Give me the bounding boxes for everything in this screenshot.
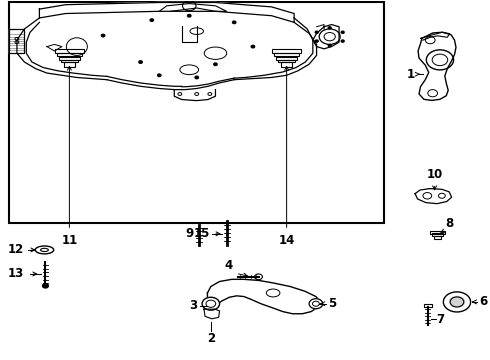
Polygon shape: [418, 32, 456, 100]
Bar: [276, 57, 297, 59]
Text: 10: 10: [426, 168, 443, 181]
Text: 9: 9: [186, 226, 194, 239]
Circle shape: [341, 31, 344, 33]
Bar: [57, 53, 82, 57]
Bar: [274, 53, 299, 57]
Bar: [278, 60, 295, 62]
Bar: [272, 49, 301, 53]
Polygon shape: [159, 4, 227, 11]
Circle shape: [188, 14, 191, 17]
Text: 12: 12: [8, 243, 24, 256]
Circle shape: [255, 274, 263, 280]
Text: 3: 3: [190, 299, 197, 312]
Bar: [61, 60, 78, 62]
Text: 7: 7: [437, 312, 444, 326]
Bar: [430, 231, 445, 234]
Circle shape: [195, 76, 198, 79]
Circle shape: [315, 40, 318, 42]
Text: 4: 4: [224, 259, 233, 272]
Text: 15: 15: [194, 227, 210, 240]
Circle shape: [443, 292, 470, 312]
Circle shape: [309, 299, 323, 309]
Text: 11: 11: [61, 234, 77, 247]
Circle shape: [139, 61, 142, 63]
Polygon shape: [174, 90, 216, 101]
Bar: [9, 3, 384, 223]
Circle shape: [202, 297, 220, 310]
Circle shape: [341, 40, 344, 42]
Circle shape: [43, 284, 49, 288]
Polygon shape: [207, 279, 321, 318]
Polygon shape: [182, 26, 196, 42]
Bar: [432, 233, 443, 236]
Bar: [59, 57, 80, 59]
Circle shape: [328, 44, 331, 46]
Circle shape: [251, 45, 255, 48]
Text: 5: 5: [328, 297, 336, 310]
Circle shape: [315, 31, 318, 33]
Polygon shape: [313, 24, 339, 49]
Bar: [434, 236, 441, 239]
Text: 6: 6: [479, 296, 488, 309]
Text: 8: 8: [445, 217, 454, 230]
Bar: [64, 62, 75, 67]
Bar: [424, 304, 432, 307]
Text: 1: 1: [407, 68, 415, 81]
Circle shape: [328, 27, 331, 29]
Polygon shape: [415, 189, 452, 204]
Circle shape: [158, 74, 161, 77]
Bar: [55, 49, 84, 53]
Circle shape: [449, 296, 465, 307]
Polygon shape: [39, 3, 294, 22]
Text: 2: 2: [207, 332, 216, 345]
Polygon shape: [9, 29, 24, 53]
Circle shape: [101, 34, 105, 37]
Text: 14: 14: [278, 234, 295, 247]
Polygon shape: [47, 44, 62, 51]
Circle shape: [150, 19, 153, 21]
Text: 13: 13: [8, 267, 24, 280]
Polygon shape: [204, 309, 220, 319]
Bar: [281, 62, 293, 67]
Bar: [424, 304, 432, 307]
Circle shape: [214, 63, 217, 66]
Circle shape: [232, 21, 236, 24]
